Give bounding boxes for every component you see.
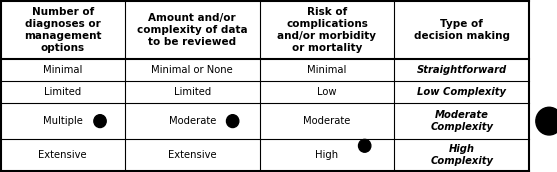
- Text: Minimal: Minimal: [43, 65, 82, 75]
- Text: Limited: Limited: [174, 87, 211, 97]
- Text: Low: Low: [317, 87, 336, 97]
- Text: Limited: Limited: [44, 87, 81, 97]
- Text: Number of
diagnoses or
management
options: Number of diagnoses or management option…: [24, 7, 101, 53]
- Ellipse shape: [359, 139, 371, 152]
- Text: Extensive: Extensive: [38, 150, 87, 160]
- Ellipse shape: [536, 107, 557, 135]
- Text: Moderate: Moderate: [303, 116, 351, 126]
- Text: Amount and/or
complexity of data
to be reviewed: Amount and/or complexity of data to be r…: [137, 13, 247, 47]
- Ellipse shape: [94, 115, 106, 128]
- Text: Risk of
complications
and/or morbidity
or mortality: Risk of complications and/or morbidity o…: [277, 7, 377, 53]
- Text: High
Complexity: High Complexity: [430, 144, 493, 166]
- Text: Type of
decision making: Type of decision making: [414, 19, 510, 41]
- Text: Moderate
Complexity: Moderate Complexity: [430, 110, 493, 132]
- Text: Minimal or None: Minimal or None: [152, 65, 233, 75]
- Text: Low Complexity: Low Complexity: [417, 87, 506, 97]
- Text: High: High: [315, 150, 339, 160]
- Text: Straightforward: Straightforward: [417, 65, 507, 75]
- Text: Extensive: Extensive: [168, 150, 217, 160]
- Ellipse shape: [227, 115, 239, 128]
- Text: Multiple: Multiple: [43, 116, 82, 126]
- Text: Minimal: Minimal: [307, 65, 346, 75]
- Text: Moderate: Moderate: [169, 116, 216, 126]
